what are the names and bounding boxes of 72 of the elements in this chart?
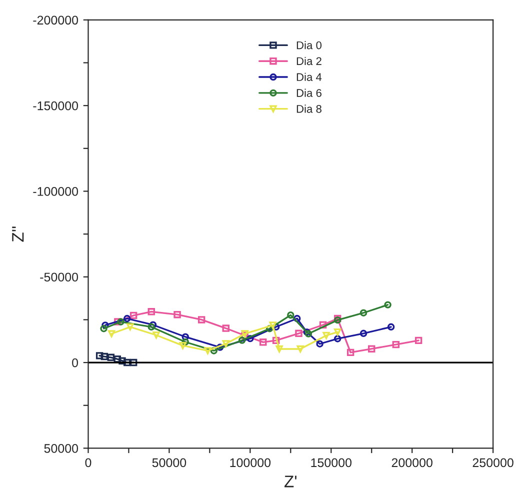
point	[107, 354, 115, 362]
point	[322, 332, 330, 340]
point	[114, 318, 122, 326]
point	[108, 330, 116, 338]
point	[296, 345, 304, 353]
point	[260, 338, 267, 346]
point	[130, 312, 138, 320]
y-tick-label: -150000	[33, 101, 78, 110]
x-axis-title: Z'	[284, 476, 296, 488]
y-axis-title: Z''	[12, 226, 24, 242]
legend-label: Dia 4	[296, 72, 322, 82]
x-tick-label: 0	[85, 458, 92, 468]
point	[319, 321, 327, 328]
point	[182, 333, 189, 340]
legend-label: Dia 6	[296, 88, 322, 97]
point	[269, 322, 276, 329]
y-tick-label: 50000	[44, 444, 78, 453]
point	[387, 323, 395, 331]
point	[100, 325, 108, 332]
legend-label: Dia 2	[296, 56, 322, 66]
point	[316, 340, 324, 348]
point	[334, 328, 342, 336]
point	[414, 336, 422, 344]
y-tick-label: -100000	[33, 187, 78, 196]
point	[238, 336, 246, 344]
point	[222, 324, 230, 332]
point	[266, 325, 274, 332]
point	[246, 334, 254, 342]
point	[114, 356, 121, 363]
point	[295, 330, 302, 338]
point	[294, 314, 301, 322]
point	[123, 314, 131, 322]
point	[148, 323, 155, 331]
point	[182, 338, 189, 346]
point	[334, 335, 342, 342]
point	[117, 318, 124, 326]
x-tick-label: 200000	[392, 458, 432, 468]
point	[130, 358, 138, 366]
point	[174, 310, 181, 318]
point	[198, 316, 206, 324]
point	[149, 321, 157, 328]
x-tick-label: 250000	[472, 458, 514, 468]
point	[148, 308, 155, 316]
point	[204, 347, 212, 354]
point	[346, 348, 354, 356]
point	[272, 336, 280, 344]
point	[102, 322, 109, 329]
point	[179, 342, 186, 350]
point	[118, 357, 126, 364]
point	[216, 344, 224, 351]
legend-label: Dia 0	[296, 41, 322, 50]
legend-label: Dia 8	[296, 104, 322, 113]
point	[123, 358, 131, 366]
point	[126, 323, 134, 331]
point	[152, 332, 160, 339]
point	[222, 340, 230, 348]
point	[384, 301, 392, 308]
x-tick-label: 150000	[311, 458, 352, 468]
point	[100, 352, 108, 360]
point	[276, 345, 283, 353]
point	[392, 340, 400, 348]
point	[368, 345, 376, 352]
point	[96, 352, 104, 360]
x-tick-label: 100000	[230, 458, 271, 468]
point	[210, 347, 218, 354]
x-tick-label: 50000	[152, 458, 186, 468]
y-tick-label: 0	[72, 358, 78, 368]
y-tick-label: -50000	[40, 272, 78, 282]
point	[287, 311, 294, 319]
point	[360, 309, 368, 316]
point	[360, 330, 368, 338]
y-tick-label: -200000	[33, 16, 78, 25]
